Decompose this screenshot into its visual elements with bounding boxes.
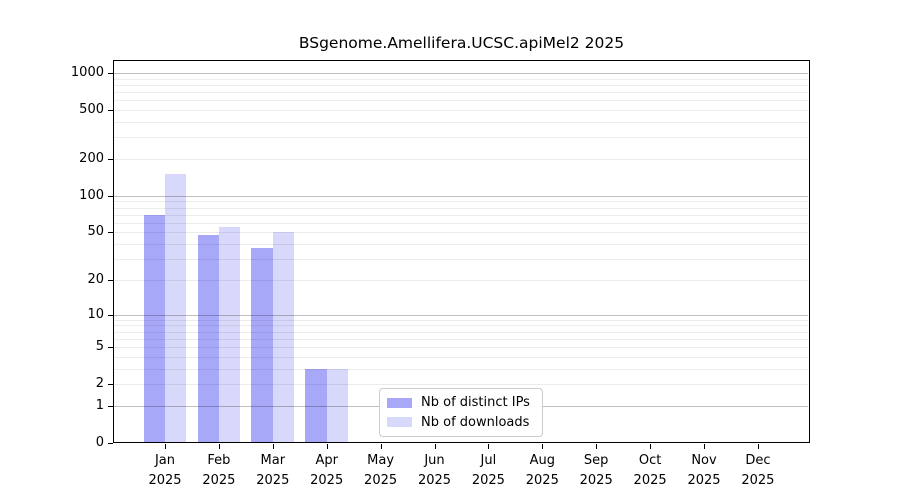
y-tick [108, 73, 113, 74]
bar-distinct-ips [251, 248, 273, 443]
y-tick-label: 1000 [70, 65, 104, 81]
y-tick-label: 500 [79, 102, 104, 118]
bar-distinct-ips [197, 234, 219, 443]
bar-downloads [218, 226, 241, 443]
y-tick-label: 5 [95, 339, 104, 355]
x-tick-label: Jun 2025 [417, 453, 452, 488]
y-tick [108, 347, 113, 348]
legend-swatch [387, 397, 412, 408]
gridline-minor [114, 325, 808, 326]
bar-downloads [272, 232, 295, 443]
x-tick [488, 444, 489, 449]
x-tick [435, 444, 436, 449]
y-tick-label: 10 [87, 306, 104, 322]
x-tick [758, 444, 759, 449]
gridline-minor [114, 137, 808, 138]
legend-swatch [387, 417, 412, 428]
y-tick [108, 280, 113, 281]
legend-item: Nb of distinct IPs [380, 395, 542, 410]
x-tick-label: Jan 2025 [148, 453, 182, 488]
gridline-minor [114, 357, 808, 358]
x-tick-label: May 2025 [364, 453, 398, 488]
y-tick-label: 0 [95, 435, 104, 450]
y-tick [108, 406, 113, 407]
y-tick-label: 20 [87, 271, 104, 287]
gridline-minor [114, 232, 808, 233]
x-tick-label: Oct 2025 [633, 453, 667, 488]
legend-label: Nb of downloads [421, 414, 530, 430]
y-tick-label: 200 [79, 151, 104, 167]
y-tick [108, 196, 113, 197]
y-tick [108, 159, 113, 160]
y-tick [108, 315, 113, 316]
x-tick-label: Feb 2025 [202, 453, 236, 488]
x-tick-label: Mar 2025 [256, 453, 290, 488]
gridline-minor [114, 339, 808, 340]
x-tick [542, 444, 543, 449]
bar-downloads [165, 173, 187, 443]
gridline-minor [114, 223, 808, 224]
gridline-minor [114, 369, 808, 370]
y-tick [108, 443, 113, 444]
bar-distinct-ips [143, 214, 165, 443]
y-tick-label: 100 [79, 187, 104, 203]
x-tick [650, 444, 651, 449]
y-tick-label: 50 [87, 224, 104, 240]
gridline-major [114, 73, 808, 74]
y-tick-label: 2 [95, 376, 104, 392]
gridline-major [114, 196, 808, 197]
x-tick [327, 444, 328, 449]
x-tick-label: Dec 2025 [741, 453, 775, 488]
gridline-minor [114, 244, 808, 245]
bar-distinct-ips [305, 368, 327, 443]
x-tick [219, 444, 220, 449]
gridline-minor [114, 110, 808, 111]
x-tick-label: Jul 2025 [471, 453, 505, 488]
x-tick [704, 444, 705, 449]
x-tick-label: Aug 2025 [525, 453, 559, 488]
gridline-minor [114, 280, 808, 281]
legend-item: Nb of downloads [380, 415, 542, 430]
x-tick [273, 444, 274, 449]
gridline-minor [114, 347, 808, 348]
gridline-minor [114, 201, 808, 202]
gridline-minor [114, 208, 808, 209]
y-tick-label: 1 [95, 397, 104, 413]
bar-downloads [326, 368, 349, 443]
x-tick [596, 444, 597, 449]
gridline-minor [114, 259, 808, 260]
x-tick [165, 444, 166, 449]
gridline-minor [114, 92, 808, 93]
chart-title: BSgenome.Amellifera.UCSC.apiMel2 2025 [298, 34, 625, 52]
gridline-minor [114, 332, 808, 333]
gridline-minor [114, 215, 808, 216]
y-tick [108, 232, 113, 233]
x-tick [381, 444, 382, 449]
gridline-minor [114, 384, 808, 385]
legend-label: Nb of distinct IPs [421, 395, 530, 411]
gridline-minor [114, 159, 808, 160]
gridline-minor [114, 320, 808, 321]
x-tick-label: Nov 2025 [687, 453, 721, 488]
x-tick-label: Apr 2025 [310, 453, 344, 488]
gridline-minor [114, 79, 808, 80]
gridline-minor [114, 122, 808, 123]
gridline-minor [114, 100, 808, 101]
y-tick [108, 110, 113, 111]
legend: Nb of distinct IPs Nb of downloads [379, 388, 543, 437]
y-tick [108, 384, 113, 385]
gridline-minor [114, 85, 808, 86]
gridline-major [114, 315, 808, 316]
x-tick-label: Sep 2025 [579, 453, 613, 488]
